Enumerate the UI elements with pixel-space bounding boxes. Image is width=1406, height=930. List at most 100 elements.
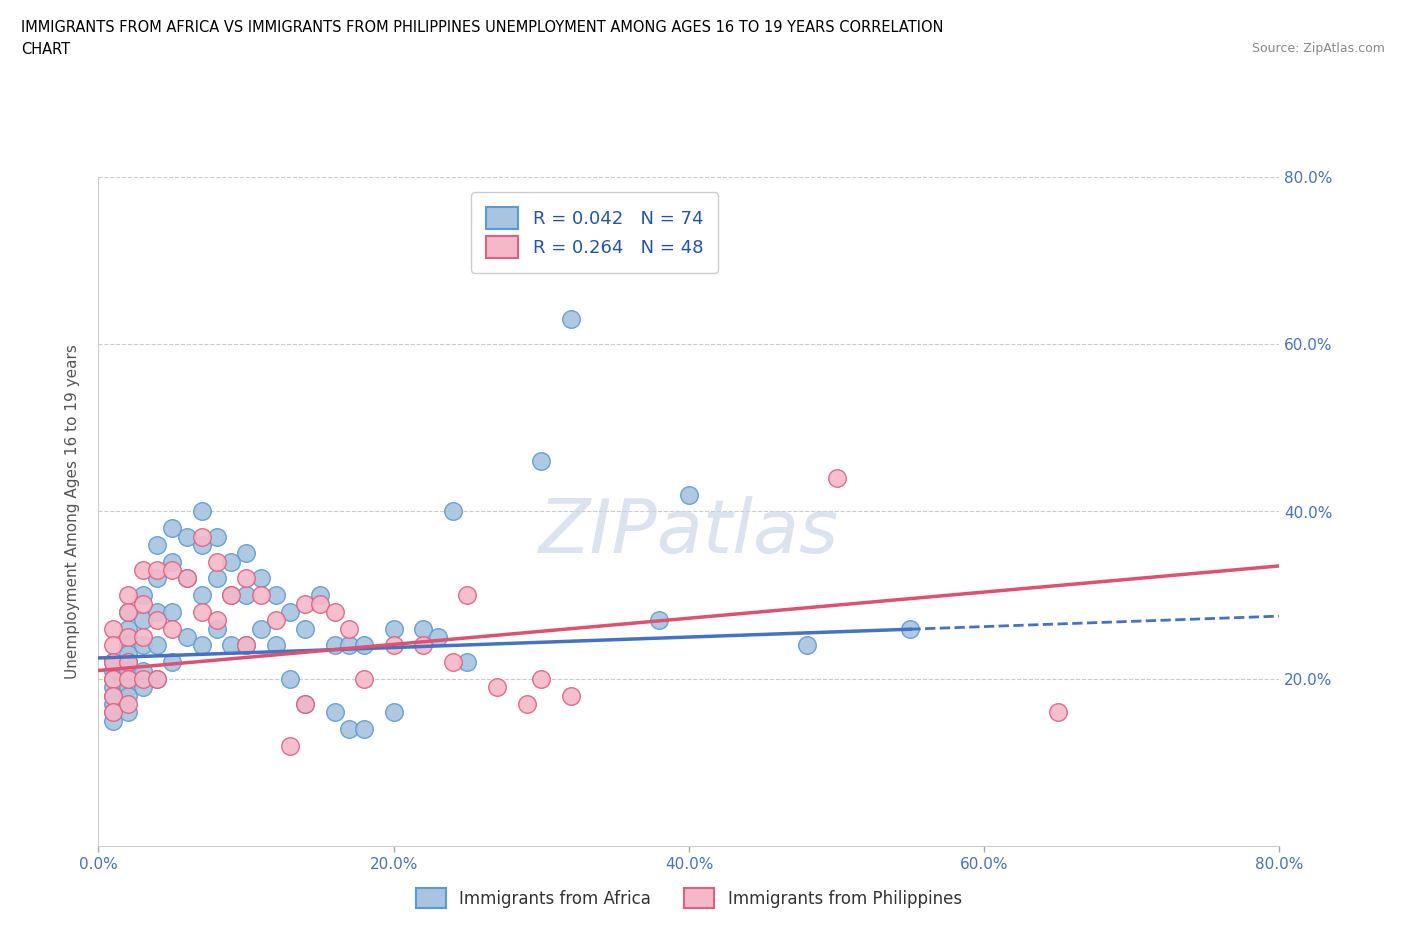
Point [278, 604, 302, 619]
Point [132, 663, 155, 678]
Point [486, 680, 509, 695]
Point [648, 613, 671, 628]
Point [103, 705, 125, 720]
Point [117, 604, 139, 619]
Point [294, 621, 316, 636]
Point [103, 713, 125, 728]
Point [219, 588, 242, 603]
Point [235, 546, 257, 561]
Point [309, 588, 332, 603]
Point [132, 588, 155, 603]
Point [412, 621, 434, 636]
Point [132, 596, 155, 611]
Point [250, 571, 273, 586]
Point [219, 638, 242, 653]
Point [162, 621, 183, 636]
Point [146, 571, 169, 586]
Point [560, 312, 582, 326]
Point [530, 671, 553, 686]
Point [191, 604, 214, 619]
Point [117, 588, 139, 603]
Point [235, 571, 257, 586]
Point [191, 538, 214, 552]
Point [132, 630, 155, 644]
Point [146, 638, 169, 653]
Point [103, 688, 125, 703]
Point [103, 705, 125, 720]
Point [219, 588, 242, 603]
Point [117, 697, 139, 711]
Point [132, 563, 155, 578]
Point [382, 705, 405, 720]
Point [103, 680, 125, 695]
Point [441, 504, 464, 519]
Point [456, 655, 478, 670]
Point [117, 688, 139, 703]
Point [339, 638, 360, 653]
Point [323, 705, 346, 720]
Point [412, 638, 434, 653]
Point [162, 604, 183, 619]
Point [117, 604, 139, 619]
Point [250, 588, 273, 603]
Point [205, 554, 228, 569]
Point [103, 663, 125, 678]
Point [205, 529, 228, 544]
Point [294, 596, 316, 611]
Point [117, 630, 139, 644]
Text: IMMIGRANTS FROM AFRICA VS IMMIGRANTS FROM PHILIPPINES UNEMPLOYMENT AMONG AGES 16: IMMIGRANTS FROM AFRICA VS IMMIGRANTS FRO… [21, 20, 943, 35]
Point [191, 588, 214, 603]
Point [103, 697, 125, 711]
Text: Source: ZipAtlas.com: Source: ZipAtlas.com [1251, 42, 1385, 55]
Point [103, 671, 125, 686]
Y-axis label: Unemployment Among Ages 16 to 19 years: Unemployment Among Ages 16 to 19 years [65, 344, 80, 679]
Point [515, 697, 537, 711]
Point [205, 613, 228, 628]
Point [146, 671, 169, 686]
Point [117, 680, 139, 695]
Point [264, 613, 287, 628]
Point [278, 738, 302, 753]
Point [294, 697, 316, 711]
Legend: Immigrants from Africa, Immigrants from Philippines: Immigrants from Africa, Immigrants from … [409, 882, 969, 915]
Point [456, 588, 478, 603]
Point [103, 638, 125, 653]
Point [146, 613, 169, 628]
Point [162, 563, 183, 578]
Point [117, 671, 139, 686]
Point [278, 671, 302, 686]
Point [191, 504, 214, 519]
Point [530, 454, 553, 469]
Point [250, 621, 273, 636]
Point [162, 554, 183, 569]
Point [103, 671, 125, 686]
Point [117, 638, 139, 653]
Point [117, 655, 139, 670]
Point [103, 621, 125, 636]
Point [825, 471, 848, 485]
Point [191, 529, 214, 544]
Point [132, 638, 155, 653]
Text: ZIPatlas: ZIPatlas [538, 496, 839, 567]
Point [264, 588, 287, 603]
Point [117, 646, 139, 661]
Point [103, 655, 125, 670]
Point [382, 638, 405, 653]
Point [294, 697, 316, 711]
Point [132, 671, 155, 686]
Point [235, 638, 257, 653]
Point [309, 596, 332, 611]
Point [117, 663, 139, 678]
Point [146, 671, 169, 686]
Point [146, 604, 169, 619]
Point [323, 638, 346, 653]
Point [176, 529, 198, 544]
Point [117, 705, 139, 720]
Point [117, 621, 139, 636]
Point [146, 538, 169, 552]
Point [205, 571, 228, 586]
Point [117, 655, 139, 670]
Point [441, 655, 464, 670]
Point [323, 604, 346, 619]
Point [146, 563, 169, 578]
